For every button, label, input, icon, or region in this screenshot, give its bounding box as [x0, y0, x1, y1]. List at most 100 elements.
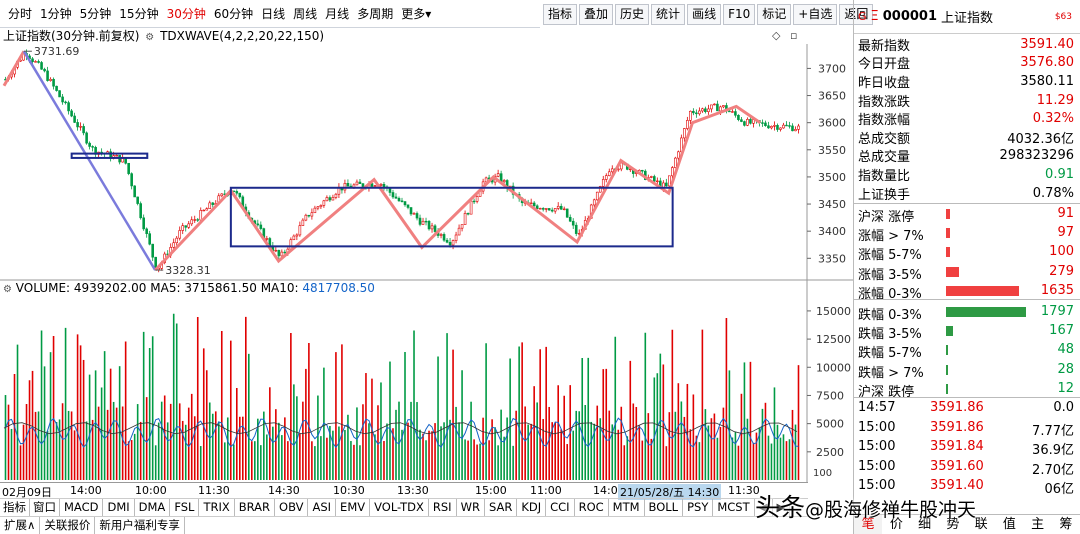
indicator-tab-1[interactable]: 窗口: [30, 499, 60, 516]
tick-price: 3591.86: [930, 419, 984, 435]
indicator-tab-10[interactable]: EMV: [336, 499, 371, 516]
candle-body: [698, 110, 701, 115]
kline-chart[interactable]: 3700 3650 3600 3550 3500 3450 3400 3350 15000 125…: [0, 44, 853, 482]
indicator-tab-4[interactable]: DMA: [135, 499, 171, 516]
indicator-tab-7[interactable]: BRAR: [235, 499, 276, 516]
indicator-tab-21[interactable]: MCST: [713, 499, 755, 516]
menu-icon[interactable]: Ξ: [870, 9, 879, 24]
tab-2[interactable]: 5分钟: [79, 6, 112, 21]
panel-tab-7[interactable]: 筹: [1059, 517, 1073, 532]
bottom-tab-1[interactable]: 关联报价: [40, 517, 96, 534]
volume-label[interactable]: VOLUME: [15, 281, 67, 295]
quote-row: 上证换手 0.78%: [854, 184, 1078, 203]
wave-indicator-icon[interactable]: ⚙: [145, 32, 155, 43]
tab-4[interactable]: 30分钟: [166, 6, 206, 21]
candle-body: [707, 108, 710, 112]
candle-body: [469, 200, 473, 215]
candle-body: [61, 96, 64, 103]
y-tick-label: 3450: [818, 198, 846, 211]
settings-icon[interactable]: ⚙: [3, 284, 12, 295]
bottom-tab-0[interactable]: 扩展∧: [0, 517, 41, 534]
close-icon[interactable]: ▫: [790, 29, 798, 42]
indicator-tab-19[interactable]: BOLL: [645, 499, 684, 516]
tool-button-3[interactable]: 统计: [651, 4, 686, 25]
indicator-tab-0[interactable]: 指标: [0, 499, 30, 516]
candle-body: [370, 183, 374, 187]
vol-tick-label: 10000: [816, 361, 851, 374]
panel-tab-2[interactable]: 细: [918, 517, 932, 532]
tool-button-7[interactable]: +自选: [793, 4, 838, 25]
tool-button-4[interactable]: 画线: [687, 4, 722, 25]
tab-1[interactable]: 1分钟: [40, 6, 72, 21]
tab-7[interactable]: 周线: [293, 6, 318, 21]
indicator-tab-17[interactable]: ROC: [575, 499, 609, 516]
indicator-tab-18[interactable]: MTM: [609, 499, 645, 516]
bottom-tab-2[interactable]: 新用户福利专享: [95, 517, 185, 534]
indicator-tab-11[interactable]: VOL-TDX: [370, 499, 429, 516]
candle-body: [671, 167, 674, 177]
indicator-tab-13[interactable]: WR: [457, 499, 485, 516]
candle-body: [571, 220, 575, 226]
indicator-tab-23[interactable]: ▶: [773, 499, 791, 516]
indicator-tab-14[interactable]: SAR: [485, 499, 518, 516]
indicator-tab-8[interactable]: OBV: [275, 499, 309, 516]
candle-body: [64, 101, 67, 104]
candle-body: [52, 78, 55, 87]
indicator-tab-20[interactable]: PSY: [683, 499, 714, 516]
indicator-tab-15[interactable]: KDJ: [517, 499, 547, 516]
tool-button-0[interactable]: 指标: [543, 4, 578, 25]
tab-5[interactable]: 60分钟: [213, 6, 254, 21]
chevron-down-icon[interactable]: ▾: [425, 6, 432, 21]
tab-0[interactable]: 分时: [8, 6, 33, 21]
candle-body: [668, 175, 671, 187]
candle-body: [301, 219, 305, 226]
time-label: 13:30: [397, 484, 429, 497]
indicator-tab-16[interactable]: CCI: [546, 499, 575, 516]
indicator-tab-3[interactable]: DMI: [103, 499, 135, 516]
candle-body: [211, 202, 215, 205]
panel-tab-4[interactable]: 联: [974, 517, 988, 532]
candle-body: [433, 225, 437, 232]
watermark-handle: @股海修禅牛股冲天: [805, 499, 977, 521]
time-label: 14:30: [268, 484, 300, 497]
candle-body: [656, 180, 659, 183]
candle-body: [674, 157, 677, 168]
time-label: 11:00: [530, 484, 562, 497]
time-label: 14:00: [70, 484, 102, 497]
candle-body: [136, 196, 139, 204]
tab-3[interactable]: 15分钟: [119, 6, 159, 21]
indicator-tab-12[interactable]: RSI: [429, 499, 457, 516]
tool-button-1[interactable]: 叠加: [579, 4, 614, 25]
chart-title: 上证指数(30分钟.前复权): [3, 29, 140, 43]
candle-body: [472, 200, 476, 203]
candle-body: [361, 183, 365, 187]
wave-line-start: [2, 50, 26, 87]
breadth-label: 跌幅 > 7%: [858, 365, 924, 381]
indicator-tab-2[interactable]: MACD: [60, 499, 104, 516]
breadth-row: 沪深 跌停 12: [854, 380, 1078, 400]
breadth-count: 1635: [1040, 282, 1074, 298]
diamond-icon[interactable]: ◇: [772, 29, 781, 42]
tab-10[interactable]: 更多▾: [401, 6, 432, 21]
y-tick-label: 3350: [818, 252, 846, 265]
tab-9[interactable]: 多周期: [357, 6, 394, 21]
tab-8[interactable]: 月线: [325, 6, 350, 21]
panel-tab-1[interactable]: 价: [889, 517, 903, 532]
wave-indicator-label[interactable]: TDXWAVE(4,2,2,20,22,150): [160, 29, 325, 43]
indicator-tab-5[interactable]: FSL: [170, 499, 200, 516]
quote-panel: G Ξ 000001 上证指数 $63 最新指数 3591.40 今日开盘 3576.…: [853, 0, 1080, 534]
tick-time: 14:57: [858, 400, 896, 415]
tab-6[interactable]: 日线: [261, 6, 286, 21]
tool-button-8[interactable]: 返回: [839, 4, 874, 25]
indicator-tab-9[interactable]: ASI: [308, 499, 337, 516]
panel-tab-6[interactable]: 主: [1031, 517, 1045, 532]
indicator-tab-6[interactable]: TRIX: [199, 499, 235, 516]
tool-button-6[interactable]: 标记: [757, 4, 792, 25]
panel-tab-5[interactable]: 值: [1002, 517, 1016, 532]
panel-tab-3[interactable]: 势: [946, 517, 960, 532]
indicator-tab-22[interactable]: ◀: [755, 499, 773, 516]
panel-tab-0[interactable]: 笔: [854, 515, 883, 534]
tool-button-2[interactable]: 历史: [615, 4, 650, 25]
tool-button-5[interactable]: F10: [723, 4, 756, 25]
breadth-count: 97: [1057, 225, 1074, 241]
